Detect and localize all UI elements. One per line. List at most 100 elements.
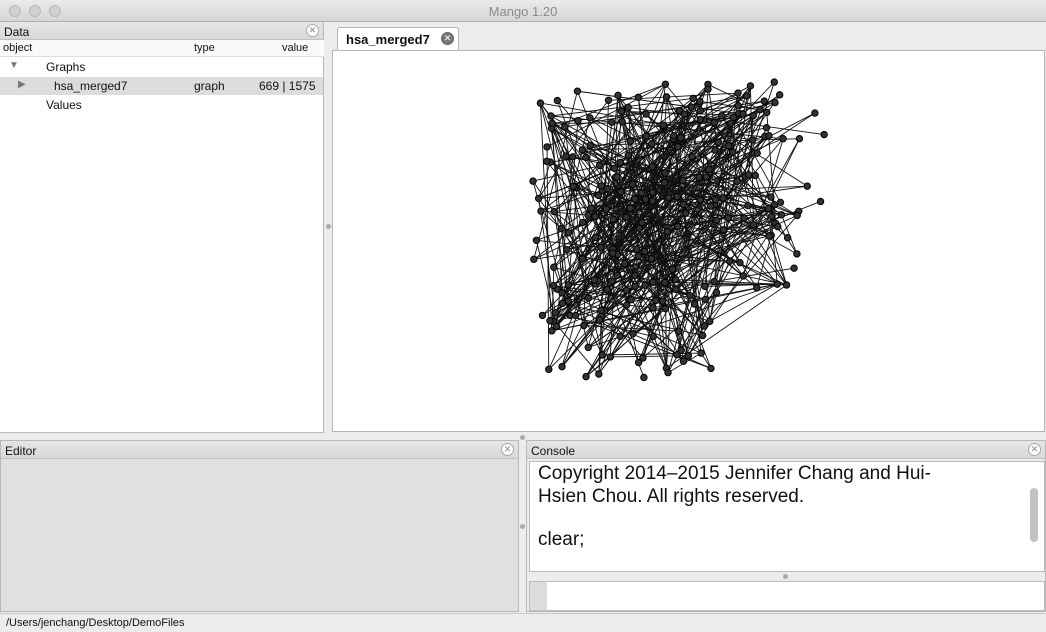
graph-node (746, 82, 755, 90)
zoom-window-button[interactable] (49, 5, 61, 17)
graph-edge (561, 126, 665, 294)
graph-node (603, 286, 611, 294)
graph-node (803, 182, 811, 190)
graph-edge (564, 126, 583, 260)
graph-node (820, 130, 828, 139)
graph-node (624, 151, 632, 159)
graph-node (706, 202, 715, 210)
graph-edge (700, 100, 765, 112)
graph-edge (621, 121, 682, 351)
graph-node (672, 285, 680, 294)
console-output[interactable]: Copyright 2014–2015 Jennifer Chang and H… (529, 461, 1045, 572)
graph-node (687, 103, 696, 111)
graph-edge (709, 283, 778, 322)
graph-node (606, 353, 615, 361)
graph-node (779, 135, 787, 143)
graph-node (640, 247, 649, 256)
graph-node (771, 98, 779, 107)
graph-node (686, 291, 694, 300)
graph-edge (652, 200, 758, 289)
graph-node (609, 249, 617, 257)
graph-node (563, 245, 571, 254)
editor-panel[interactable]: Editor ✕ (0, 440, 519, 612)
tree-item-graphs[interactable]: ▼ Graphs (0, 58, 323, 76)
graph-node (591, 233, 600, 242)
console-line: Copyright 2014–2015 Jennifer Chang and H… (538, 463, 931, 484)
splitter-handle-icon[interactable] (326, 224, 331, 229)
graph-node (584, 211, 592, 219)
graph-node (613, 173, 621, 181)
graph-node (795, 134, 804, 143)
graph-canvas[interactable] (332, 50, 1045, 432)
graph-edge (769, 208, 778, 285)
graph-node (550, 207, 558, 216)
graph-node (626, 204, 634, 212)
graph-edge (572, 100, 765, 158)
graph-node (701, 282, 709, 291)
tree-item-values[interactable]: Values (0, 96, 323, 114)
graph-node (734, 89, 742, 97)
graph-node (674, 143, 682, 151)
graph-node (736, 258, 744, 267)
splitter-handle-icon[interactable] (520, 524, 525, 529)
graph-edge (675, 279, 778, 285)
graph-node (597, 306, 605, 314)
graph-node (634, 252, 643, 260)
graph-node (670, 132, 678, 140)
minimize-window-button[interactable] (29, 5, 41, 17)
console-input[interactable] (529, 581, 1045, 611)
graph-edge (554, 198, 646, 213)
graph-node (538, 311, 547, 320)
column-object[interactable]: object (3, 42, 33, 54)
graph-node (562, 152, 570, 160)
column-value[interactable]: value (282, 42, 309, 54)
splitter-handle-icon[interactable] (520, 435, 525, 440)
close-icon[interactable]: ✕ (441, 32, 454, 45)
graph-node (548, 327, 556, 335)
graph-node (571, 311, 580, 320)
graph-node (647, 254, 656, 263)
graph-edge (742, 138, 784, 277)
tab-hsa-merged7[interactable]: hsa_merged7 ✕ (337, 27, 459, 50)
triangle-right-icon[interactable]: ▶ (18, 79, 26, 90)
scrollbar[interactable] (1030, 488, 1038, 542)
graph-node (793, 211, 801, 220)
graph-edge (612, 117, 734, 250)
close-window-button[interactable] (9, 5, 21, 17)
graph-node (638, 218, 646, 227)
splitter-handle-icon[interactable] (783, 574, 788, 579)
graph-edge (645, 113, 788, 239)
tree-item-hsa-merged7[interactable]: ▶ hsa_merged7 graph 669 | 1575 (0, 77, 323, 95)
graph-node (534, 194, 543, 203)
graph-edge (567, 187, 578, 285)
graph-node (660, 179, 669, 187)
graph-node (631, 195, 639, 203)
graph-node (695, 173, 703, 181)
graph-edge (539, 103, 603, 356)
graph-name: hsa_merged7 (54, 79, 128, 93)
graph-node (774, 222, 782, 231)
graph-node (616, 332, 624, 341)
close-icon[interactable]: ✕ (306, 24, 319, 37)
graph-node (725, 142, 733, 150)
graph-edge (665, 83, 769, 209)
graph-node (537, 207, 545, 215)
graph-node (547, 112, 555, 120)
network-graph[interactable] (333, 51, 1044, 431)
graph-edge (550, 156, 586, 163)
vertical-splitter[interactable] (325, 22, 332, 433)
console-header: Console ✕ (527, 441, 1045, 459)
close-icon[interactable]: ✕ (1028, 443, 1041, 456)
graph-node (729, 113, 738, 122)
graph-node (762, 124, 771, 132)
close-icon[interactable]: ✕ (501, 443, 514, 456)
graph-edge (585, 356, 611, 377)
graph-node (776, 198, 785, 207)
column-type[interactable]: type (194, 42, 215, 54)
graph-edge (561, 204, 684, 294)
graph-node (627, 296, 635, 304)
triangle-down-icon[interactable]: ▼ (9, 60, 19, 71)
graph-node (569, 153, 577, 161)
graph-node (661, 80, 670, 88)
console-line: Hsien Chou. All rights reserved. (538, 486, 805, 507)
